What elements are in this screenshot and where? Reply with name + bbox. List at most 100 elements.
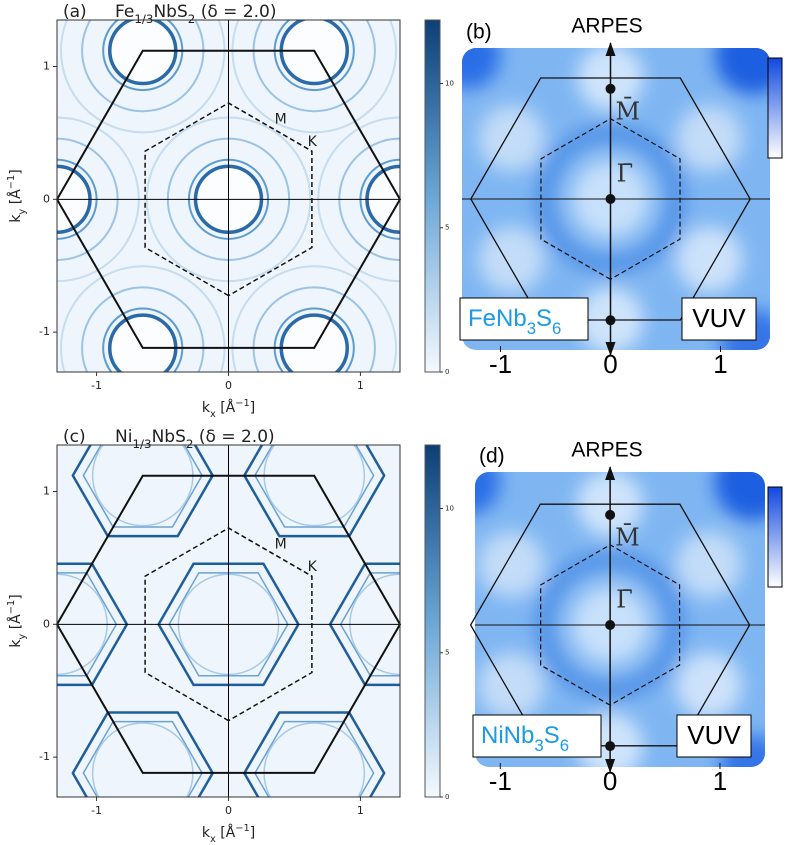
colorbar-tick-label: 0 bbox=[445, 368, 449, 376]
y-axis-label-part: −1 bbox=[6, 600, 17, 614]
y-axis-label-part: k bbox=[8, 639, 24, 648]
y-tick-label: 1 bbox=[43, 59, 50, 72]
y-axis-label-part: [Å bbox=[7, 189, 24, 209]
panel-title: Fe1/3NbS2 (δ = 2.0) bbox=[115, 2, 277, 26]
source-box bbox=[676, 714, 752, 758]
sample-label-part: FeNb bbox=[468, 305, 527, 332]
panel-title: ARPES bbox=[571, 439, 642, 462]
sample-label-part: S bbox=[544, 722, 560, 749]
ring bbox=[71, 445, 214, 538]
ring bbox=[71, 711, 214, 797]
panel-tag: (d) bbox=[479, 445, 505, 468]
source-label: VUV bbox=[692, 303, 746, 333]
panel-tag: (a) bbox=[63, 2, 87, 22]
reduced-zone bbox=[144, 102, 313, 297]
intensity-spot bbox=[676, 652, 742, 719]
heatmap bbox=[57, 20, 400, 372]
arrow-head bbox=[605, 466, 616, 480]
panel-title-part: Ni bbox=[115, 427, 132, 447]
x-tick-label: 1 bbox=[713, 766, 727, 796]
intensity-spot bbox=[478, 226, 545, 293]
x-tick-label: -1 bbox=[91, 804, 102, 817]
y-tick-label: 0 bbox=[43, 617, 50, 630]
sample-label: NiNb3S6 bbox=[481, 722, 569, 755]
x-tick-label: -1 bbox=[91, 379, 102, 392]
panel-title-part: NbS bbox=[152, 427, 186, 447]
source-box bbox=[681, 297, 757, 341]
x-axis-label-part: x bbox=[210, 409, 216, 420]
symmetry-point bbox=[605, 315, 616, 326]
x-tick-label: 1 bbox=[357, 379, 364, 392]
panel-title: Ni1/3NbS2 (δ = 2.0) bbox=[115, 427, 275, 451]
x-axis-label-part: k bbox=[202, 825, 211, 841]
symmetry-point bbox=[605, 194, 616, 204]
x-axis-label-part: x bbox=[210, 834, 216, 845]
colorbar-tick-label: 5 bbox=[445, 224, 449, 232]
symmetry-point bbox=[605, 620, 616, 631]
x-axis-label-part: −1 bbox=[235, 823, 249, 834]
ring bbox=[82, 445, 203, 528]
point-label: M̄ bbox=[615, 523, 640, 551]
intensity-spot bbox=[676, 105, 743, 172]
y-axis-label-part: k bbox=[8, 214, 24, 223]
source-label: VUV bbox=[687, 720, 741, 750]
intensity-spot bbox=[478, 105, 545, 172]
arpes-panel: M̄ Γ̄ FeNb3S6 VUV ARPES (b) -1 0 1 bbox=[459, 15, 783, 379]
symmetry-point bbox=[605, 83, 616, 94]
y-tick-label: -1 bbox=[39, 325, 50, 338]
x-axis-label-part: ] bbox=[250, 400, 255, 416]
intensity-spot bbox=[478, 652, 545, 719]
x-axis-label-part: −1 bbox=[235, 398, 249, 409]
point-label: M bbox=[275, 537, 287, 553]
intensity-spot bbox=[475, 472, 501, 515]
sample-label-part: NiNb bbox=[481, 722, 534, 749]
point-label: Γ̄ bbox=[617, 159, 634, 187]
panel-title-part: (δ = 2.0) bbox=[193, 427, 274, 447]
x-axis-label-part: [Å bbox=[216, 824, 236, 841]
ring bbox=[82, 720, 203, 797]
point-label: M̄ bbox=[616, 97, 641, 125]
sample-box bbox=[472, 714, 602, 758]
arpes-panel: M̄ Γ̄ NiNb3S6 VUV ARPES (d) -1 0 1 bbox=[469, 439, 783, 796]
sample-label-part: 3 bbox=[527, 319, 536, 338]
sample-label-part: 6 bbox=[560, 736, 569, 755]
panel-title-part: 2 bbox=[188, 12, 196, 26]
colorbar-tick-label: 5 bbox=[445, 649, 449, 657]
colorbar-tick-label: 10 bbox=[445, 79, 454, 87]
sample-label-part: 3 bbox=[534, 736, 543, 755]
x-tick-label: 1 bbox=[357, 804, 364, 817]
x-tick-label: -1 bbox=[489, 766, 512, 796]
y-tick-label: 0 bbox=[43, 192, 50, 205]
y-axis-label-part: ] bbox=[8, 169, 24, 174]
sample-label: FeNb3S6 bbox=[468, 305, 561, 338]
panel-title: ARPES bbox=[571, 15, 642, 38]
sample-box bbox=[459, 297, 589, 341]
colorbar-tick-label: 0 bbox=[445, 793, 449, 801]
intensity-spot bbox=[676, 531, 742, 598]
panel-title-part: Fe bbox=[115, 2, 134, 22]
y-axis-label-part: [Å bbox=[7, 614, 24, 634]
colorbar bbox=[767, 486, 783, 588]
panel-title-part: 1/3 bbox=[132, 437, 151, 451]
intensity-spot bbox=[478, 531, 545, 598]
point-label: K bbox=[308, 134, 318, 150]
intensity-spot bbox=[715, 48, 770, 95]
intensity-spot bbox=[462, 48, 501, 89]
y-axis-label-part: −1 bbox=[6, 175, 17, 189]
panel-title-part: (δ = 2.0) bbox=[195, 2, 276, 22]
symmetry-point bbox=[605, 509, 616, 520]
colorbar bbox=[424, 19, 441, 373]
x-axis-label-part: k bbox=[202, 400, 211, 416]
y-axis-label: ky [Å−1] bbox=[6, 169, 28, 222]
sample-label-part: S bbox=[536, 305, 552, 332]
y-axis-label: ky [Å−1] bbox=[6, 594, 28, 647]
sample-label-part: 6 bbox=[552, 319, 561, 338]
intensity-spot bbox=[676, 226, 743, 293]
x-axis-label-part: ] bbox=[250, 825, 255, 841]
panel-title-part: 1/3 bbox=[134, 12, 153, 26]
y-axis-label-part: y bbox=[17, 209, 28, 215]
y-tick-label: -1 bbox=[39, 750, 50, 763]
